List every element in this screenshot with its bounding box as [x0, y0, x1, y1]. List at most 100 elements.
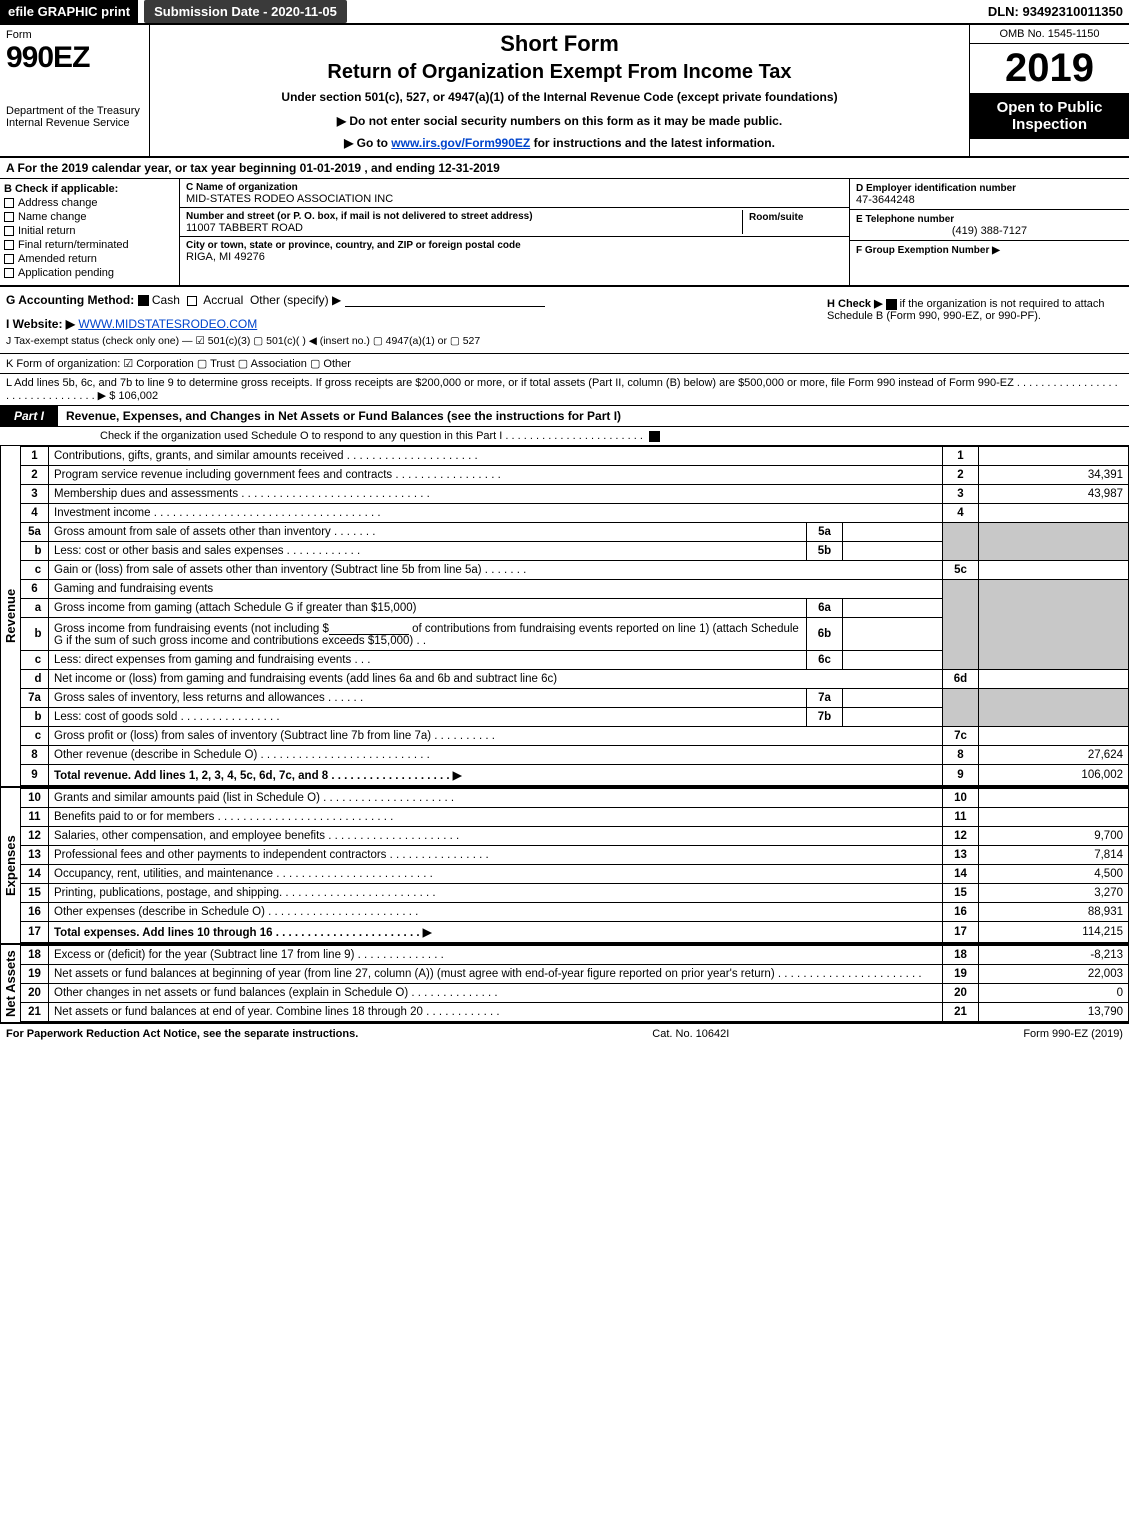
org-name-cell: C Name of organization MID-STATES RODEO … [180, 179, 849, 208]
g-accrual: Accrual [203, 293, 243, 307]
line-13: 13Professional fees and other payments t… [21, 846, 1129, 865]
g-label: G Accounting Method: [6, 293, 134, 307]
part1-title: Revenue, Expenses, and Changes in Net As… [58, 409, 621, 423]
chk-initial-return[interactable]: Initial return [4, 225, 175, 237]
line-12: 12Salaries, other compensation, and empl… [21, 827, 1129, 846]
line-1: 1Contributions, gifts, grants, and simil… [21, 447, 1129, 466]
phone-value: (419) 388-7127 [856, 225, 1123, 237]
f-label: F Group Exemption Number ▶ [856, 245, 1000, 256]
expenses-side-label: Expenses [0, 788, 20, 943]
line-18: 18Excess or (deficit) for the year (Subt… [21, 946, 1129, 965]
chk-application-pending[interactable]: Application pending [4, 267, 175, 279]
line-g: G Accounting Method: Cash Accrual Other … [6, 293, 823, 307]
line-15: 15Printing, publications, postage, and s… [21, 884, 1129, 903]
section-def: D Employer identification number 47-3644… [849, 179, 1129, 285]
website-link[interactable]: WWW.MIDSTATESRODEO.COM [78, 317, 257, 331]
line-20: 20Other changes in net assets or fund ba… [21, 984, 1129, 1003]
irs-link[interactable]: www.irs.gov/Form990EZ [391, 136, 530, 150]
goto-line: ▶ Go to www.irs.gov/Form990EZ for instru… [160, 136, 959, 150]
line-8: 8Other revenue (describe in Schedule O) … [21, 746, 1129, 765]
netassets-section: Net Assets 18Excess or (deficit) for the… [0, 945, 1129, 1024]
line-11: 11Benefits paid to or for members . . . … [21, 808, 1129, 827]
efile-graphic-print[interactable]: efile GRAPHIC print [0, 0, 138, 23]
part1-check-text: Check if the organization used Schedule … [100, 430, 643, 442]
g-other: Other (specify) ▶ [250, 293, 341, 307]
revenue-table: 1Contributions, gifts, grants, and simil… [20, 446, 1129, 786]
c-label: C Name of organization [186, 182, 298, 193]
open-public-inspection: Open to Public Inspection [970, 93, 1129, 139]
g-accrual-check[interactable] [187, 296, 197, 306]
form-word: Form [6, 29, 143, 41]
chk-name-change[interactable]: Name change [4, 211, 175, 223]
street-cell: Number and street (or P. O. box, if mail… [186, 210, 743, 234]
submission-date: Submission Date - 2020-11-05 [144, 0, 347, 23]
form-header: Form 990EZ Department of the Treasury In… [0, 25, 1129, 158]
top-bar: efile GRAPHIC print Submission Date - 20… [0, 0, 1129, 25]
top-bar-left: efile GRAPHIC print Submission Date - 20… [0, 0, 347, 23]
org-name: MID-STATES RODEO ASSOCIATION INC [186, 193, 393, 205]
netassets-side-label: Net Assets [0, 945, 20, 1022]
dln-number: DLN: 93492310011350 [988, 4, 1129, 19]
line-a-tax-year: A For the 2019 calendar year, or tax yea… [0, 158, 1129, 179]
section-h: H Check ▶ if the organization is not req… [823, 293, 1123, 347]
section-b: B Check if applicable: Address change Na… [0, 179, 180, 285]
city-label: City or town, state or province, country… [186, 240, 521, 251]
line-19: 19Net assets or fund balances at beginni… [21, 965, 1129, 984]
short-form-title: Short Form [160, 31, 959, 57]
line-5a: 5aGross amount from sale of assets other… [21, 523, 1129, 542]
line-9: 9Total revenue. Add lines 1, 2, 3, 4, 5c… [21, 765, 1129, 786]
line-6d: dNet income or (loss) from gaming and fu… [21, 670, 1129, 689]
revenue-section: Revenue 1Contributions, gifts, grants, a… [0, 446, 1129, 788]
group-exemption-cell: F Group Exemption Number ▶ [850, 241, 1129, 259]
street-value: 11007 TABBERT ROAD [186, 222, 303, 234]
d-label: D Employer identification number [856, 183, 1016, 194]
section-c: C Name of organization MID-STATES RODEO … [180, 179, 849, 285]
line-j: J Tax-exempt status (check only one) — ☑… [6, 335, 823, 347]
header-center: Short Form Return of Organization Exempt… [150, 25, 969, 156]
g-other-field[interactable] [345, 293, 545, 307]
part1-check-line: Check if the organization used Schedule … [0, 427, 1129, 446]
street-label: Number and street (or P. O. box, if mail… [186, 211, 533, 222]
city-cell: City or town, state or province, country… [180, 237, 849, 265]
header-left: Form 990EZ Department of the Treasury In… [0, 25, 150, 156]
e-label: E Telephone number [856, 214, 954, 225]
line-i: I Website: ▶ WWW.MIDSTATESRODEO.COM [6, 317, 823, 331]
header-right: OMB No. 1545-1150 2019 Open to Public In… [969, 25, 1129, 156]
tax-year: 2019 [970, 44, 1129, 93]
revenue-side-label: Revenue [0, 446, 20, 786]
line-14: 14Occupancy, rent, utilities, and mainte… [21, 865, 1129, 884]
section-g-i-j: G Accounting Method: Cash Accrual Other … [6, 293, 823, 347]
form-number: 990EZ [6, 41, 143, 75]
line-21: 21Net assets or fund balances at end of … [21, 1003, 1129, 1022]
irs-label: Internal Revenue Service [6, 117, 143, 129]
line-7c: cGross profit or (loss) from sales of in… [21, 727, 1129, 746]
catalog-number: Cat. No. 10642I [652, 1028, 729, 1040]
line-17: 17Total expenses. Add lines 10 through 1… [21, 922, 1129, 943]
i-label: I Website: ▶ [6, 317, 75, 331]
netassets-table: 18Excess or (deficit) for the year (Subt… [20, 945, 1129, 1022]
section-ghij: G Accounting Method: Cash Accrual Other … [0, 287, 1129, 354]
street-row: Number and street (or P. O. box, if mail… [180, 208, 849, 237]
part1-label: Part I [0, 406, 58, 426]
line-5c: cGain or (loss) from sale of assets othe… [21, 561, 1129, 580]
dept-treasury: Department of the Treasury [6, 105, 143, 117]
expenses-table: 10Grants and similar amounts paid (list … [20, 788, 1129, 943]
expenses-section: Expenses 10Grants and similar amounts pa… [0, 788, 1129, 945]
line-10: 10Grants and similar amounts paid (list … [21, 789, 1129, 808]
line-l: L Add lines 5b, 6c, and 7b to line 9 to … [0, 374, 1129, 406]
chk-address-change[interactable]: Address change [4, 197, 175, 209]
h-check-icon [886, 299, 897, 310]
g-cash: Cash [152, 293, 180, 307]
section-b-title: B Check if applicable: [4, 183, 175, 195]
chk-amended-return[interactable]: Amended return [4, 253, 175, 265]
phone-cell: E Telephone number (419) 388-7127 [850, 210, 1129, 241]
line-6: 6Gaming and fundraising events [21, 580, 1129, 599]
city-value: RIGA, MI 49276 [186, 251, 265, 263]
room-cell: Room/suite [743, 210, 843, 234]
chk-final-return[interactable]: Final return/terminated [4, 239, 175, 251]
line-k: K Form of organization: ☑ Corporation ▢ … [0, 354, 1129, 374]
h-label: H Check ▶ [827, 298, 883, 310]
room-label: Room/suite [749, 212, 803, 223]
schedule-o-check-icon [649, 431, 660, 442]
paperwork-notice: For Paperwork Reduction Act Notice, see … [6, 1028, 358, 1040]
